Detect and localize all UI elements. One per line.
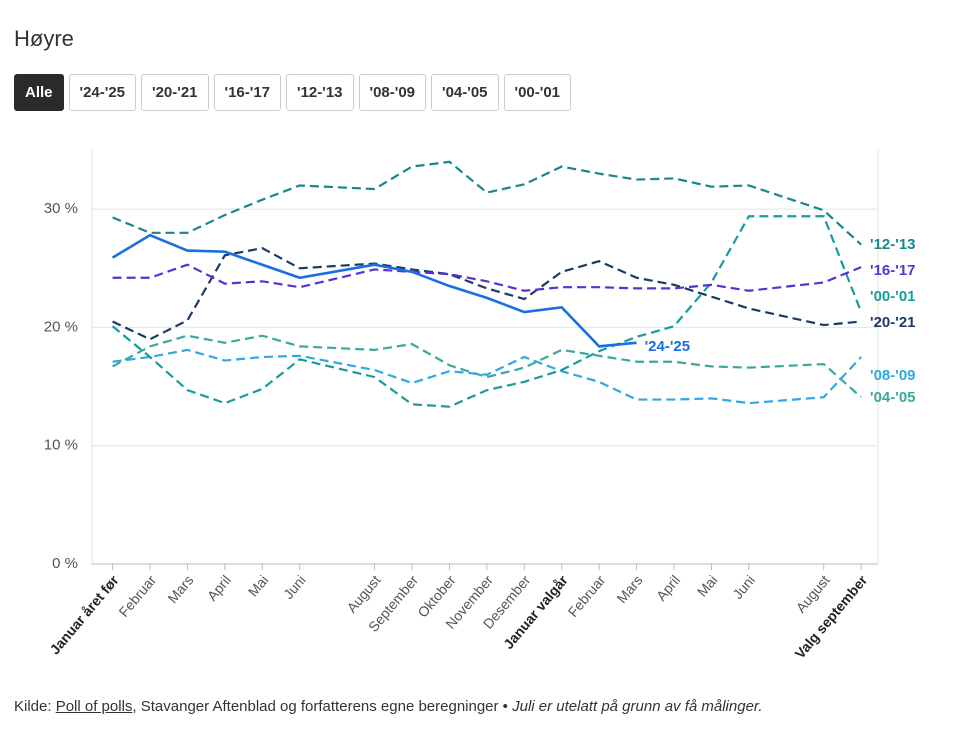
series-label: '04-'05 xyxy=(870,389,916,406)
x-tick-label: Januar året før xyxy=(46,572,122,658)
filter-button[interactable]: '24-'25 xyxy=(68,74,137,111)
filter-button[interactable]: '00-'01 xyxy=(503,74,572,111)
filter-button[interactable]: '12-'13 xyxy=(286,74,354,111)
x-tick-label: Juni xyxy=(729,572,758,602)
series-line xyxy=(111,233,637,348)
source-text: , Stavanger Aftenblad og forfatterens eg… xyxy=(132,698,508,715)
series-line xyxy=(112,263,862,292)
y-tick-label: 10 % xyxy=(44,437,78,454)
filter-button[interactable]: '04-'05 xyxy=(431,74,499,111)
x-tick-label: Valg september xyxy=(792,572,871,662)
series-label: '16-'17 xyxy=(870,262,916,279)
y-tick-label: 20 % xyxy=(44,318,78,335)
source-prefix: Kilde: xyxy=(14,698,52,715)
title: Høyre xyxy=(14,26,74,51)
x-tick-label: Februar xyxy=(565,572,609,620)
button-row: Alle '24-'25'20-'21'16-'17'12-'13'08-'09 '… xyxy=(14,74,572,111)
series-line xyxy=(112,334,862,399)
series-label: '24-'25 xyxy=(645,338,691,355)
series-line xyxy=(112,348,862,405)
series-label: '08-'09 xyxy=(870,367,916,384)
source-link[interactable]: Poll of polls xyxy=(55,698,133,715)
series-label: '20-'21 xyxy=(870,314,916,331)
y-tick-label: 30 % xyxy=(44,200,78,217)
filter-button[interactable]: '16-'17 xyxy=(213,74,282,111)
x-tick-label: Mai xyxy=(245,572,272,600)
filter-button[interactable]: Alle xyxy=(14,74,64,111)
x-tick-label: Mars xyxy=(164,572,196,606)
x-tick-label: Juni xyxy=(280,572,309,602)
x-tick-label: April xyxy=(204,572,234,604)
footer: Kilde: Poll of polls, Stavanger Aftenbla… xyxy=(14,698,763,715)
note: Juli er utelatt på grunn av få målinger. xyxy=(512,698,763,715)
x-tick-label: Februar xyxy=(115,572,159,620)
x-tick-label: April xyxy=(653,572,683,604)
series-label: '12-'13 xyxy=(870,236,916,253)
filter-button[interactable]: '20-'21 xyxy=(141,74,209,111)
filter-button[interactable]: '08-'09 xyxy=(358,74,427,111)
series-label: '00-'01 xyxy=(870,288,916,305)
y-tick-label: 0 % xyxy=(52,555,78,572)
series-line xyxy=(112,247,862,341)
series-line xyxy=(111,215,863,408)
x-tick-label: Mars xyxy=(613,572,645,606)
series-line xyxy=(112,160,862,246)
x-tick-label: Mai xyxy=(694,572,721,600)
